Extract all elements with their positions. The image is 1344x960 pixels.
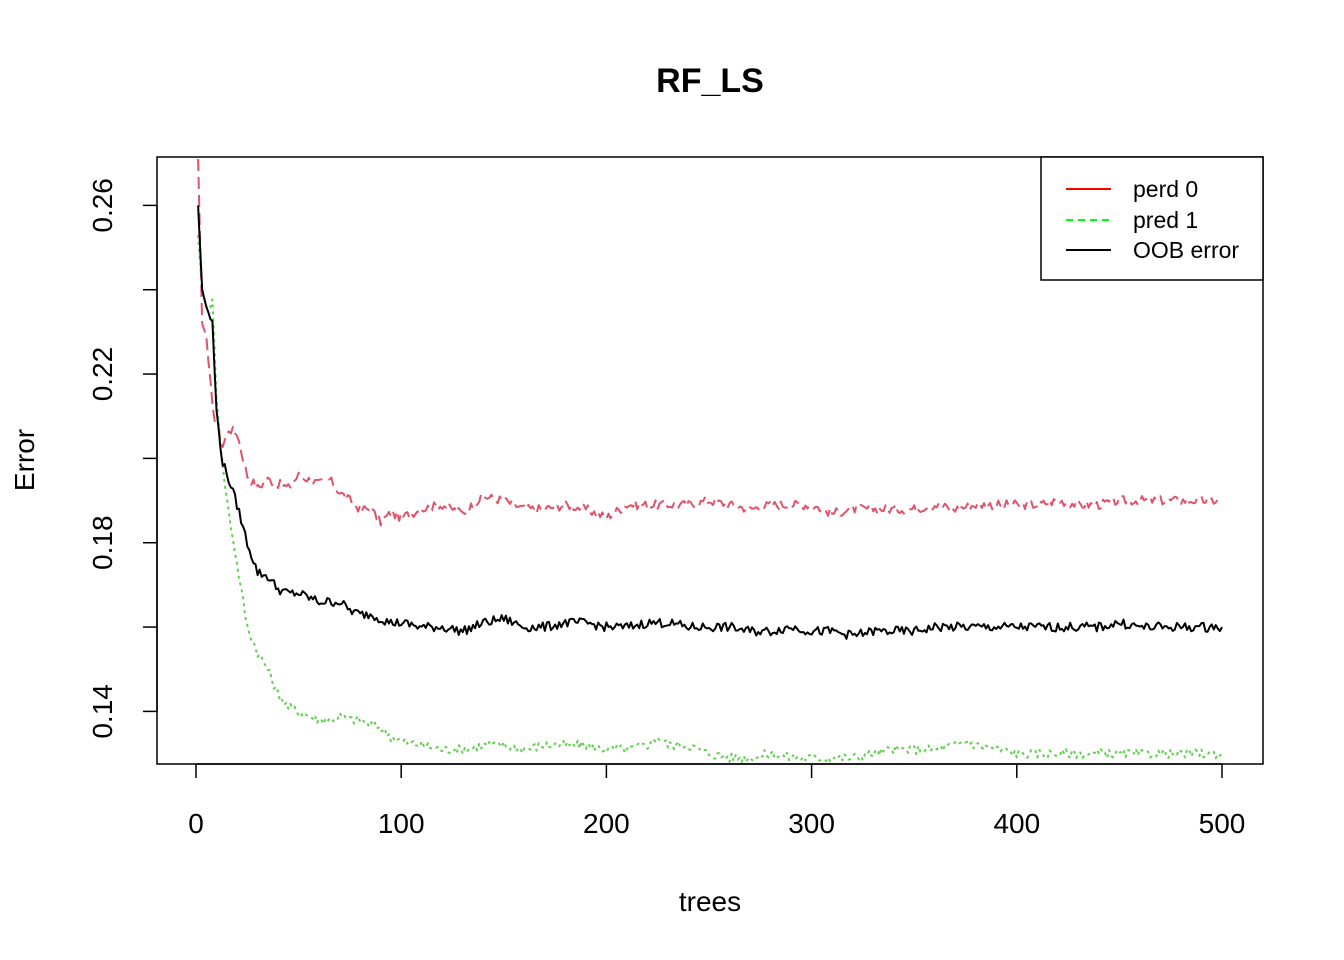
x-tick-label: 100: [378, 808, 425, 839]
y-tick-label: 0.18: [87, 515, 118, 570]
legend-label-perd-0: perd 0: [1133, 176, 1198, 202]
x-tick-label: 0: [188, 808, 204, 839]
y-axis-label: Error: [9, 429, 40, 491]
x-tick-label: 200: [583, 808, 630, 839]
series-line-pred-1: [197, 234, 1223, 763]
y-tick-label: 0.14: [87, 684, 118, 739]
x-tick-label: 400: [993, 808, 1040, 839]
x-tick-label: 500: [1199, 808, 1246, 839]
legend-label-oob-error: OOB error: [1133, 237, 1239, 263]
x-axis: 0 100 200 300 400 500: [188, 763, 1246, 839]
y-axis: 0.14 0.18 0.22 0.26: [87, 178, 158, 739]
x-axis-label: trees: [679, 886, 741, 917]
x-tick-label: 300: [788, 808, 835, 839]
series-line-perd-0: [197, 158, 1223, 527]
y-tick-label: 0.22: [87, 347, 118, 402]
series-group: [197, 158, 1223, 763]
series-line-oob-error: [197, 205, 1223, 640]
legend-box: [1040, 156, 1264, 281]
y-tick-label: 0.26: [87, 178, 118, 233]
legend: perd 0 pred 1 OOB error: [1040, 156, 1264, 281]
chart-title: RF_LS: [656, 62, 764, 100]
legend-label-pred-1: pred 1: [1133, 207, 1198, 233]
